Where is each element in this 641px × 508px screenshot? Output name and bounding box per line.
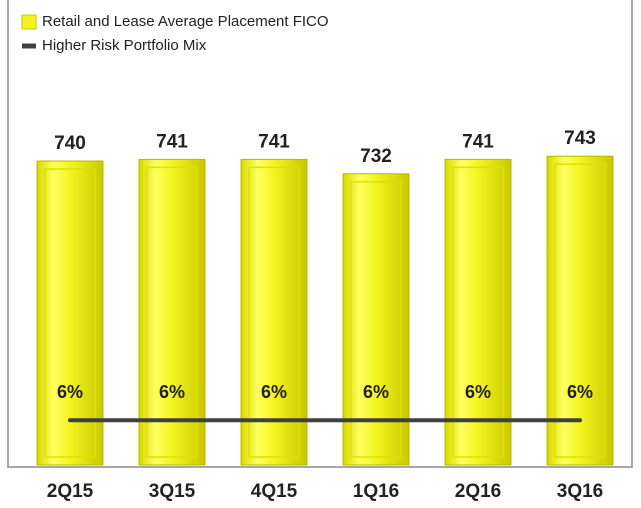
bar-label: 741	[258, 131, 290, 152]
x-tick-label: 2Q16	[455, 481, 501, 502]
bar	[36, 160, 104, 466]
line-label: 6%	[363, 382, 389, 402]
bar-bevel	[350, 181, 402, 458]
legend-swatch	[22, 43, 36, 49]
bar	[342, 173, 410, 466]
legend-swatch	[21, 14, 37, 30]
line-label: 6%	[57, 382, 83, 402]
bar-label: 741	[156, 131, 188, 152]
line-label: 6%	[261, 382, 287, 402]
line-label: 6%	[465, 382, 491, 402]
x-tick-label: 1Q16	[353, 481, 399, 502]
bar	[240, 158, 308, 466]
bar-label: 741	[462, 131, 494, 152]
bar-bevel	[146, 166, 198, 458]
x-tick-label: 3Q15	[149, 481, 196, 502]
bar	[546, 155, 614, 466]
bar-bevel	[452, 166, 504, 458]
line-label: 6%	[567, 382, 593, 402]
bar	[444, 158, 512, 466]
legend-label: Retail and Lease Average Placement FICO	[42, 13, 329, 30]
bar	[138, 158, 206, 466]
x-tick-label: 2Q15	[47, 481, 94, 502]
plot-frame	[7, 0, 633, 468]
bar-bevel	[248, 166, 300, 458]
bar-label: 740	[54, 133, 86, 154]
bar-label: 732	[360, 146, 392, 167]
legend-label: Higher Risk Portfolio Mix	[42, 37, 207, 54]
bar-bevel	[44, 168, 96, 458]
bar-label: 743	[564, 128, 596, 149]
line-label: 6%	[159, 382, 185, 402]
bar-bevel	[554, 163, 606, 458]
x-tick-label: 3Q16	[557, 481, 603, 502]
x-tick-label: 4Q15	[251, 481, 298, 502]
